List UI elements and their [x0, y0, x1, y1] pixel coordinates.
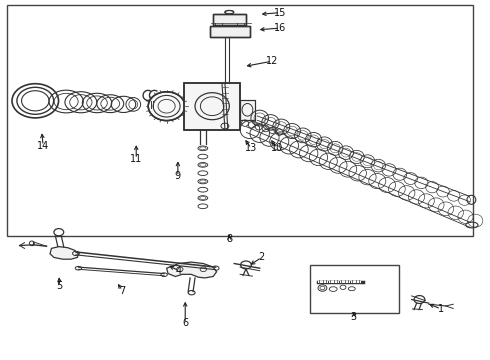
Text: 12: 12: [266, 56, 278, 66]
Text: 13: 13: [245, 143, 258, 153]
Text: 4: 4: [176, 266, 182, 276]
Bar: [310, 265, 399, 313]
Text: 9: 9: [175, 171, 181, 181]
Bar: [240, 100, 255, 120]
Text: 3: 3: [351, 312, 357, 322]
Bar: [213, 14, 246, 25]
Ellipse shape: [225, 10, 234, 14]
Text: 2: 2: [259, 252, 265, 262]
Bar: [184, 83, 240, 130]
Text: 7: 7: [120, 285, 125, 296]
Ellipse shape: [148, 92, 185, 121]
Bar: [7, 5, 473, 236]
Text: 8: 8: [226, 234, 232, 244]
Polygon shape: [50, 247, 78, 259]
Text: 15: 15: [274, 8, 287, 18]
Text: 11: 11: [130, 154, 143, 164]
Text: 5: 5: [57, 281, 63, 291]
Bar: [213, 14, 246, 25]
Text: 16: 16: [274, 23, 286, 33]
Text: 6: 6: [182, 318, 188, 328]
Bar: [210, 26, 250, 37]
Bar: [240, 100, 255, 120]
Text: 1: 1: [438, 304, 444, 314]
Bar: [184, 83, 240, 130]
Text: 10: 10: [270, 143, 283, 153]
Text: 14: 14: [37, 141, 49, 151]
Polygon shape: [167, 262, 217, 278]
Bar: [210, 26, 250, 37]
